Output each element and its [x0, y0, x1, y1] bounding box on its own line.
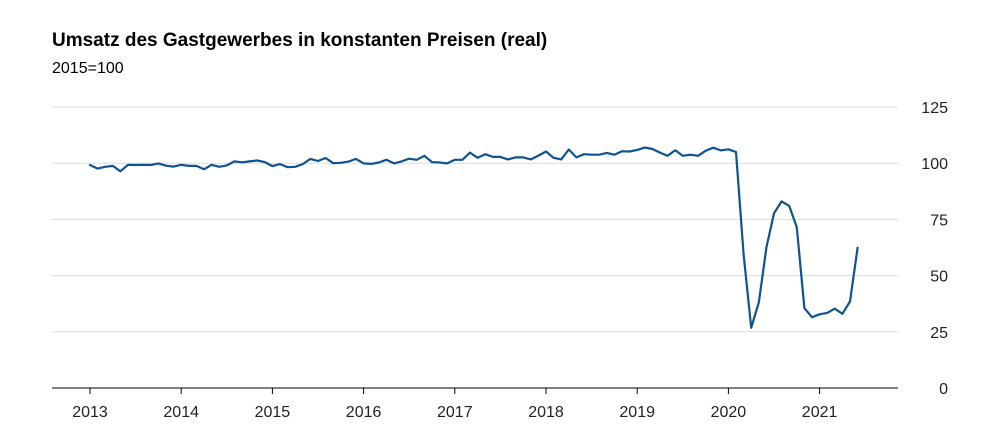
x-tick-label-2014: 2014 — [163, 404, 199, 421]
chart-subtitle: 2015=100 — [52, 60, 124, 77]
y-tick-label-75: 75 — [930, 212, 948, 229]
series-line-0 — [88, 146, 859, 329]
series-layer — [88, 146, 859, 329]
x-tick-label-2017: 2017 — [437, 404, 473, 421]
y-tick-label-125: 125 — [921, 100, 948, 117]
x-tick-label-2021: 2021 — [802, 404, 838, 421]
x-tick-label-2015: 2015 — [255, 404, 291, 421]
y-tick-label-0: 0 — [939, 381, 948, 398]
gridlines — [52, 106, 898, 333]
x-tick-label-2018: 2018 — [528, 404, 564, 421]
x-tick-label-2016: 2016 — [346, 404, 382, 421]
y-axis-ticks: 0 25 50 75 100 125 — [921, 100, 948, 398]
chart-title: Umsatz des Gastgewerbes in konstanten Pr… — [52, 30, 548, 51]
x-tick-label-2013: 2013 — [72, 404, 108, 421]
y-tick-label-50: 50 — [930, 269, 948, 286]
x-tick-label-2020: 2020 — [711, 404, 747, 421]
x-axis: 2013 2014 2015 2016 2017 2018 2019 2020 2021 — [52, 387, 898, 421]
y-tick-label-25: 25 — [930, 325, 948, 342]
x-tick-label-2019: 2019 — [619, 404, 655, 421]
y-tick-label-100: 100 — [921, 156, 948, 173]
